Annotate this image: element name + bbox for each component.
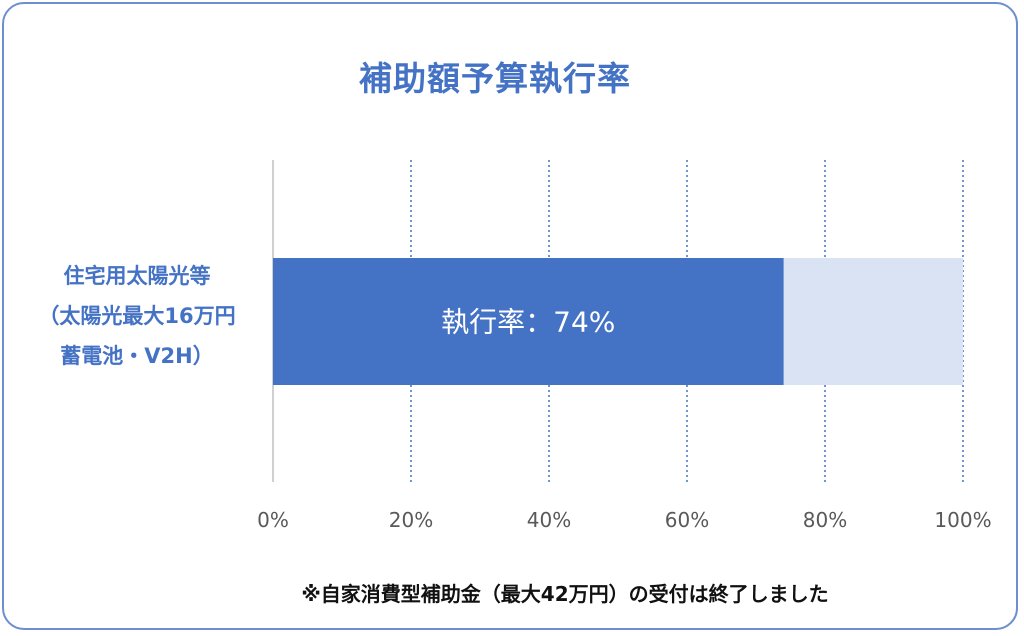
x-tick-label: 80%: [803, 508, 847, 532]
category-label-line-2: （太陽光最大16万円: [38, 304, 236, 328]
category-label-line-1: 住宅用太陽光等: [63, 264, 211, 288]
x-tick-label: 20%: [389, 508, 433, 532]
bar-execution-rate: [273, 258, 784, 385]
footnote: ※自家消費型補助金（最大42万円）の受付は終了しました: [301, 582, 829, 606]
x-tick-label: 60%: [665, 508, 709, 532]
x-tick-label: 0%: [257, 508, 289, 532]
x-tick-labels: 0% 20% 40% 60% 80% 100%: [257, 508, 991, 532]
chart-title: 補助額予算執行率: [359, 59, 631, 98]
category-label: 住宅用太陽光等 （太陽光最大16万円 蓄電池・V2H）: [14, 256, 260, 376]
bar-data-label: 執行率：74%: [441, 306, 615, 339]
x-tick-label: 40%: [527, 508, 571, 532]
x-tick-label: 100%: [934, 508, 991, 532]
category-label-line-3: 蓄電池・V2H）: [60, 344, 214, 368]
